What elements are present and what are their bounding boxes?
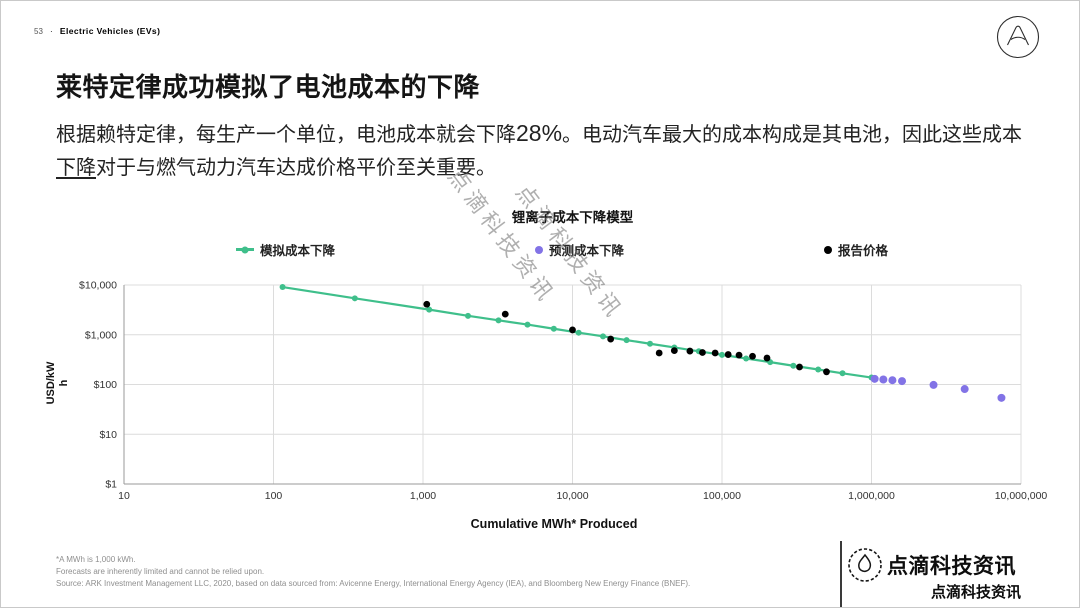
body-text: 根据赖特定律，每生产一个单位，电池成本就会下降28%。电动汽车最大的成本构成是其… [56, 115, 1034, 185]
brand-name: 点滴科技资讯 [887, 555, 1016, 578]
slide-title: 莱特定律成功模拟了电池成本的下降 [56, 72, 481, 102]
tick-labels: 10 100 1,000 10,000 100,000 1,000,000 10,000,0… [79, 280, 1047, 503]
legend-label: 报告价格 [837, 244, 888, 258]
chart-title: 锂离子成本下降模型 [511, 210, 634, 225]
svg-text:$1: $1 [105, 479, 117, 491]
chart-legend: 模拟成本下降 预测成本下降 报告价格 [236, 240, 888, 259]
svg-text:$100: $100 [94, 379, 118, 391]
svg-text:1,000,000: 1,000,000 [848, 490, 895, 502]
series-2 [423, 300, 830, 376]
footnote: *A MWh is 1,000 kWh. [56, 555, 136, 564]
legend-marker-icon [534, 245, 543, 254]
ark-logo-icon [995, 14, 1041, 60]
svg-text:100,000: 100,000 [703, 490, 741, 502]
series-0 [279, 284, 875, 381]
legend-item-0: 模拟成本下降 [236, 240, 335, 259]
svg-text:10,000: 10,000 [556, 490, 588, 502]
brand-name-small: 点滴科技资讯 [931, 584, 1022, 601]
svg-text:$10,000: $10,000 [79, 280, 117, 292]
body-segment: 根据赖特定律，每生产一个单位，电池成本就会下降 [56, 124, 516, 146]
gridlines [123, 284, 1022, 485]
svg-text:10,000,000: 10,000,000 [995, 490, 1048, 502]
header-separator: · [49, 26, 53, 36]
legend-label: 模拟成本下降 [260, 244, 336, 258]
footnote: Source: ARK Investment Management LLC, 2… [56, 579, 691, 588]
svg-text:1,000: 1,000 [410, 490, 436, 502]
body-percent: 28% [516, 120, 563, 146]
cost-decline-chart: 10 100 1,000 10,000 100,000 1,000,000 10,000,0… [79, 280, 1047, 503]
body-underlined-text: 下降 [56, 157, 96, 180]
svg-text:$10: $10 [99, 429, 117, 441]
droplet-logo-icon [846, 546, 884, 584]
svg-text:10: 10 [118, 490, 130, 502]
svg-text:$1,000: $1,000 [85, 329, 117, 341]
brand-divider [840, 541, 842, 607]
body-segment: 对于与燃气动力汽车达成价格平价至关重要。 [96, 157, 496, 180]
legend-item-2: 报告价格 [823, 240, 888, 259]
series-1 [870, 374, 1006, 402]
page-header: 53 · Electric Vehicles (EVs) [34, 26, 160, 36]
page-number: 53 [34, 26, 43, 36]
legend-label: 预测成本下降 [548, 244, 624, 258]
section-label: Electric Vehicles (EVs) [59, 26, 161, 36]
legend-item-1: 预测成本下降 [534, 240, 624, 259]
svg-text:100: 100 [265, 490, 283, 502]
legend-marker-icon [823, 245, 832, 254]
x-axis-title: Cumulative MWh* Produced [470, 517, 638, 531]
footnotes: *A MWh is 1,000 kWh. Forecasts are inher… [56, 554, 690, 590]
body-segment: 。电动汽车最大的成本构成是其电池，因此这些成本 [562, 124, 1023, 146]
legend-marker-icon [236, 248, 254, 251]
footnote: Forecasts are inherently limited and can… [56, 567, 265, 576]
